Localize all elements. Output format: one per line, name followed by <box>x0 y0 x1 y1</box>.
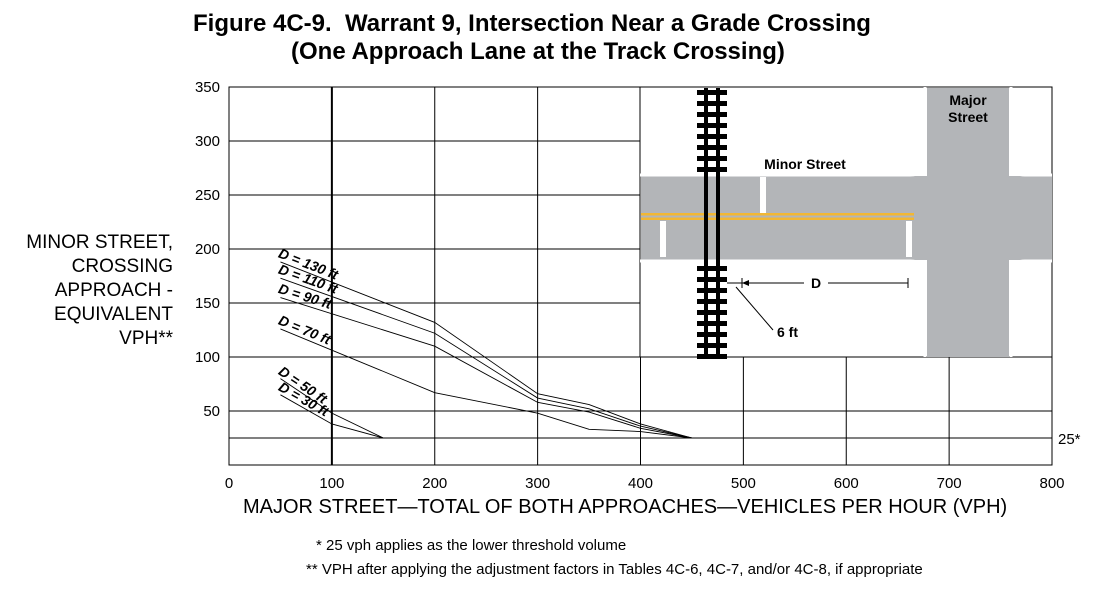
railroad-tie <box>697 266 727 271</box>
railroad-tie <box>697 288 727 293</box>
minor-street-label: Minor Street <box>764 156 846 172</box>
curve-line <box>280 328 692 439</box>
y-axis-label-line: EQUIVALENT <box>54 304 173 325</box>
footnote-adjustment: ** VPH after applying the adjustment fac… <box>306 561 923 578</box>
threshold-label: 25* <box>1058 431 1081 448</box>
x-tick-label: 400 <box>628 475 653 492</box>
y-axis-label-line: VPH** <box>119 328 173 349</box>
x-tick-label: 0 <box>225 475 233 492</box>
railroad-tie <box>697 112 727 117</box>
railroad-tie <box>697 354 727 359</box>
offset-label: 6 ft <box>777 324 798 340</box>
centerline <box>641 213 914 216</box>
curb-line <box>640 259 927 357</box>
y-tick-label: 100 <box>195 349 220 366</box>
railroad-tie <box>697 277 727 282</box>
x-tick-label: 500 <box>731 475 756 492</box>
y-axis-label-line: CROSSING <box>71 256 173 277</box>
railroad-tie <box>697 310 727 315</box>
x-tick-label: 200 <box>422 475 447 492</box>
stop-bar <box>906 221 912 257</box>
y-tick-label: 350 <box>195 79 220 96</box>
major-street-label: Major <box>949 92 987 108</box>
curve-line <box>280 378 692 439</box>
railroad-tie <box>697 167 727 172</box>
offset-leader <box>735 286 774 331</box>
curve-line <box>280 297 693 439</box>
dimension-arrow <box>742 280 749 286</box>
railroad-tie <box>697 156 727 161</box>
x-axis-label: MAJOR STREET—TOTAL OF BOTH APPROACHES—VE… <box>243 496 1008 518</box>
curve-line <box>280 277 693 439</box>
railroad-tie <box>697 332 727 337</box>
railroad-tie <box>697 123 727 128</box>
stop-bar <box>760 177 766 213</box>
figure-title-line2: (One Approach Lane at the Track Crossing… <box>291 38 785 65</box>
x-tick-label: 100 <box>319 475 344 492</box>
x-tick-label: 600 <box>834 475 859 492</box>
footnote-threshold: * 25 vph applies as the lower threshold … <box>316 537 627 554</box>
x-tick-label: 300 <box>525 475 550 492</box>
railroad-tie <box>697 343 727 348</box>
centerline <box>641 217 914 220</box>
dimension-label-bg <box>804 274 828 292</box>
railroad-tie <box>697 299 727 304</box>
x-tick-label: 800 <box>1039 475 1064 492</box>
major-street-label: Street <box>948 109 988 125</box>
y-tick-label: 200 <box>195 241 220 258</box>
railroad-tie <box>697 101 727 106</box>
y-tick-label: 150 <box>195 295 220 312</box>
curves: D = 130 ftD = 110 ftD = 90 ftD = 70 ftD … <box>276 245 693 439</box>
railroad-tie <box>697 134 727 139</box>
y-tick-label: 50 <box>203 403 220 420</box>
curve-line <box>280 261 693 439</box>
y-axis-label: MINOR STREET, CROSSING APPROACH - EQUIVA… <box>0 231 173 351</box>
y-tick-label: 300 <box>195 133 220 150</box>
stop-bar <box>660 221 666 257</box>
y-axis-label-line: MINOR STREET, <box>26 232 173 253</box>
railroad-tie <box>697 321 727 326</box>
curb-line <box>640 87 927 177</box>
dimension-label: D <box>811 275 821 291</box>
curve-label: D = 70 ft <box>276 312 334 348</box>
railroad-tie <box>697 145 727 150</box>
y-axis-label-line: APPROACH - <box>54 280 173 301</box>
x-tick-label: 700 <box>937 475 962 492</box>
curve-line <box>280 394 692 439</box>
tick-labels: 25* 0 100 200 300 400 500 600 700 800 50 100 150 200 2… <box>195 79 1081 492</box>
curb-line <box>1009 87 1052 177</box>
y-tick-label: 250 <box>195 187 220 204</box>
railroad-tie <box>697 90 727 95</box>
figure-title-line1: Figure 4C-9. Warrant 9, Intersection Nea… <box>193 10 871 37</box>
rail <box>704 88 708 357</box>
rail <box>716 88 720 357</box>
curb-line <box>1009 259 1052 357</box>
